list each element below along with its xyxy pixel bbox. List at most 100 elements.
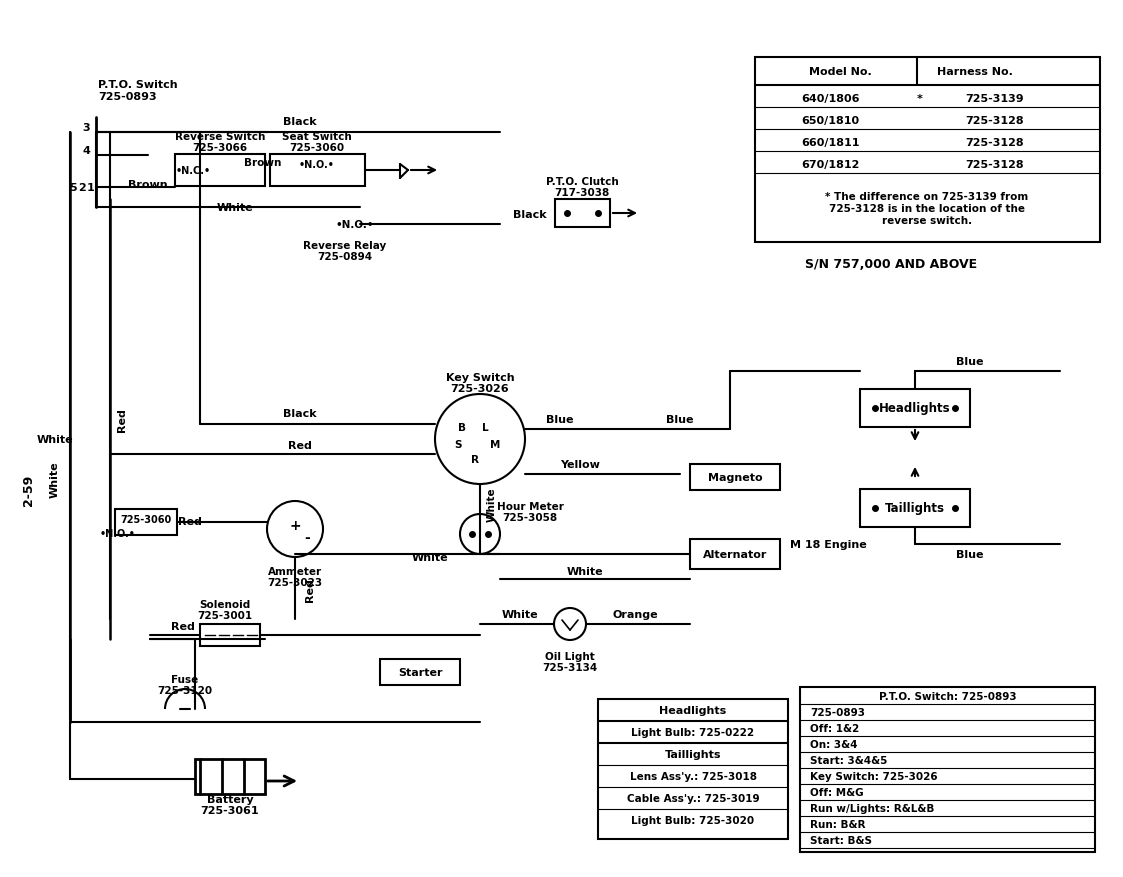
Text: 725-3061: 725-3061 <box>201 805 259 815</box>
Bar <box>755 58 1101 243</box>
Text: White: White <box>502 610 538 619</box>
Text: 725-3001: 725-3001 <box>198 610 253 620</box>
Text: White: White <box>217 203 254 213</box>
Text: Red: Red <box>171 621 195 631</box>
Text: 717-3038: 717-3038 <box>555 188 610 198</box>
Text: Off: M&G: Off: M&G <box>810 787 864 797</box>
Text: 725-0893: 725-0893 <box>810 707 865 717</box>
Text: Black: Black <box>513 210 547 220</box>
Text: Blue: Blue <box>666 415 694 424</box>
Text: 660/1811: 660/1811 <box>801 138 859 148</box>
Text: 725-3026: 725-3026 <box>450 383 510 394</box>
Text: Orange: Orange <box>612 610 658 619</box>
Text: 725-3058: 725-3058 <box>502 512 557 523</box>
Text: Brown: Brown <box>128 180 167 189</box>
Text: Reverse Switch: Reverse Switch <box>175 132 265 142</box>
Text: 650/1810: 650/1810 <box>801 116 859 126</box>
Text: M: M <box>490 439 500 450</box>
Text: 4: 4 <box>82 146 90 156</box>
Bar <box>270 155 365 187</box>
Text: Run: B&R: Run: B&R <box>810 819 866 829</box>
Text: 725-3066: 725-3066 <box>192 143 247 153</box>
Text: Seat Switch: Seat Switch <box>282 132 351 142</box>
Text: Run w/Lights: R&L&B: Run w/Lights: R&L&B <box>810 803 934 813</box>
Text: 640/1806: 640/1806 <box>801 94 859 103</box>
Text: 725-3120: 725-3120 <box>157 685 212 695</box>
Text: 725-3023: 725-3023 <box>267 577 322 588</box>
Text: 670/1812: 670/1812 <box>801 160 859 170</box>
Text: White: White <box>37 434 73 445</box>
Text: Taillights: Taillights <box>665 749 721 759</box>
Text: L: L <box>482 423 489 432</box>
Bar <box>195 759 265 794</box>
Text: P.T.O. Switch: P.T.O. Switch <box>98 80 177 90</box>
Text: Blue: Blue <box>957 357 984 367</box>
Text: •N.O.•: •N.O.• <box>336 220 374 230</box>
Text: Headlights: Headlights <box>659 705 727 715</box>
Text: Key Switch: 725-3026: Key Switch: 725-3026 <box>810 771 938 781</box>
Text: •N.C.•: •N.C.• <box>175 166 211 175</box>
Text: Blue: Blue <box>957 549 984 560</box>
Text: Lens Ass'y.: 725-3018: Lens Ass'y.: 725-3018 <box>630 771 757 781</box>
Text: •N.O.•: •N.O.• <box>299 160 335 170</box>
Text: Light Bulb: 725-0222: Light Bulb: 725-0222 <box>631 727 755 738</box>
Text: Red: Red <box>179 517 202 526</box>
Text: P.T.O. Switch: 725-0893: P.T.O. Switch: 725-0893 <box>879 691 1016 702</box>
Text: 725-3134: 725-3134 <box>542 662 597 673</box>
Bar <box>860 489 970 527</box>
Text: Fuse: Fuse <box>172 674 199 684</box>
Text: Battery: Battery <box>207 794 254 804</box>
Bar <box>175 155 265 187</box>
Text: * The difference on 725-3139 from
725-3128 is in the location of the
reverse swi: * The difference on 725-3139 from 725-31… <box>825 192 1029 225</box>
Text: 725-3128: 725-3128 <box>966 138 1024 148</box>
Text: Harness No.: Harness No. <box>937 67 1013 77</box>
Text: Off: 1&2: Off: 1&2 <box>810 724 859 733</box>
Text: White: White <box>51 461 60 498</box>
Bar <box>599 699 788 839</box>
Text: M 18 Engine: M 18 Engine <box>789 539 867 549</box>
Text: S/N 757,000 AND ABOVE: S/N 757,000 AND ABOVE <box>805 258 977 271</box>
Text: R: R <box>471 454 480 465</box>
Bar <box>380 660 460 685</box>
Text: Model No.: Model No. <box>809 67 871 77</box>
Text: Reverse Relay: Reverse Relay <box>303 240 386 251</box>
Text: 2: 2 <box>79 182 85 193</box>
Text: Taillights: Taillights <box>885 502 944 515</box>
Text: Red: Red <box>117 408 127 431</box>
Text: Hour Meter: Hour Meter <box>496 502 564 511</box>
Text: Blue: Blue <box>546 415 574 424</box>
Bar <box>690 465 780 490</box>
Text: 725-0894: 725-0894 <box>318 252 373 261</box>
Text: White: White <box>567 567 603 576</box>
Text: Black: Black <box>283 409 317 418</box>
Bar <box>690 539 780 569</box>
Text: Light Bulb: 725-3020: Light Bulb: 725-3020 <box>631 815 755 825</box>
Text: Black: Black <box>283 117 317 127</box>
Text: Start: 3&4&5: Start: 3&4&5 <box>810 755 887 765</box>
Text: 725-3139: 725-3139 <box>966 94 1024 103</box>
Text: Yellow: Yellow <box>560 460 600 469</box>
Text: Start: B&S: Start: B&S <box>810 835 871 845</box>
Text: +: + <box>290 518 301 532</box>
Text: Key Switch: Key Switch <box>446 373 514 382</box>
Text: White: White <box>487 487 497 522</box>
Bar <box>115 510 177 535</box>
Text: 725-3060: 725-3060 <box>120 515 172 524</box>
Text: S: S <box>454 439 462 450</box>
Text: 725-3128: 725-3128 <box>966 160 1024 170</box>
Bar <box>555 200 610 228</box>
Text: Cable Ass'y.: 725-3019: Cable Ass'y.: 725-3019 <box>627 793 759 803</box>
Text: P.T.O. Clutch: P.T.O. Clutch <box>546 177 619 187</box>
Text: Alternator: Alternator <box>703 549 767 560</box>
Text: On: 3&4: On: 3&4 <box>810 739 858 749</box>
Bar <box>200 624 261 646</box>
Text: Solenoid: Solenoid <box>200 599 250 610</box>
Text: 3: 3 <box>82 123 90 132</box>
Text: 725-0893: 725-0893 <box>98 92 156 102</box>
Text: Ammeter: Ammeter <box>268 567 322 576</box>
Bar <box>860 389 970 427</box>
Text: 2-59: 2-59 <box>21 474 35 505</box>
Text: 1: 1 <box>88 182 94 193</box>
Text: -: - <box>304 531 310 545</box>
Text: Red: Red <box>289 440 312 451</box>
